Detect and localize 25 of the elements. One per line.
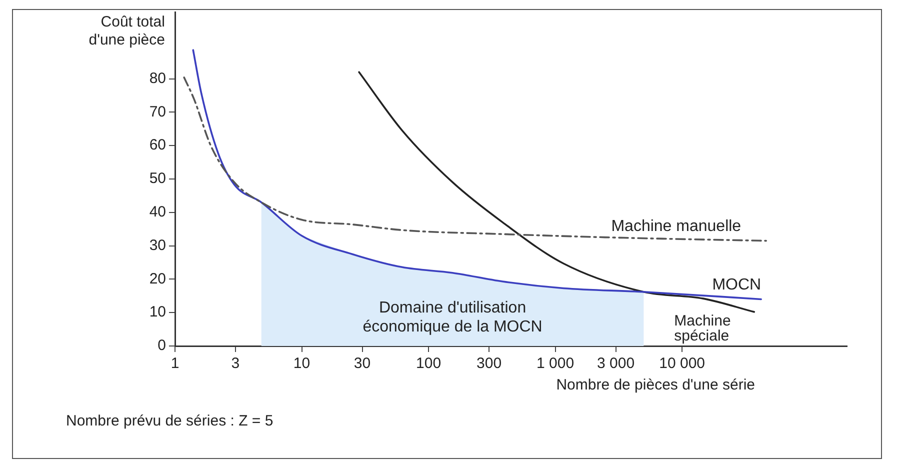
y-tick-label: 50 (149, 170, 166, 188)
x-tick-label: 30 (354, 355, 371, 372)
x-tick-label: 10 (293, 355, 310, 372)
y-tick-label: 80 (149, 70, 166, 87)
y-tick-label: 40 (149, 204, 166, 221)
series-label: MOCN (712, 276, 762, 294)
y-tick-label: 0 (158, 337, 166, 354)
y-tick-label: 30 (149, 236, 166, 254)
x-axis-title: Nombre de pièces d'une série (556, 376, 755, 394)
series-label: Machine manuelle (611, 218, 742, 236)
y-axis-title: Coût total d'une pièce (88, 14, 165, 49)
band-label: Domaine d'utilisation économique de la MOCN (362, 299, 542, 336)
x-tick-label: 3 (231, 355, 240, 372)
x-tick-label: 10 000 (659, 355, 706, 372)
text: Nombre prévu de séries : Z = 5 (66, 412, 274, 430)
x-tick-label: 3 000 (597, 355, 635, 372)
y-tick-label: 70 (149, 103, 166, 120)
y-tick-label: 60 (149, 136, 166, 154)
y-tick-label: 20 (149, 270, 166, 288)
x-tick-label: 100 (416, 355, 442, 372)
x-tick-label: 1 (170, 355, 180, 372)
y-tick-label: 10 (149, 304, 166, 321)
x-tick-label: 1 000 (536, 355, 574, 372)
x-tick-label: 300 (476, 355, 502, 372)
series-label: Machine spéciale (674, 312, 731, 345)
